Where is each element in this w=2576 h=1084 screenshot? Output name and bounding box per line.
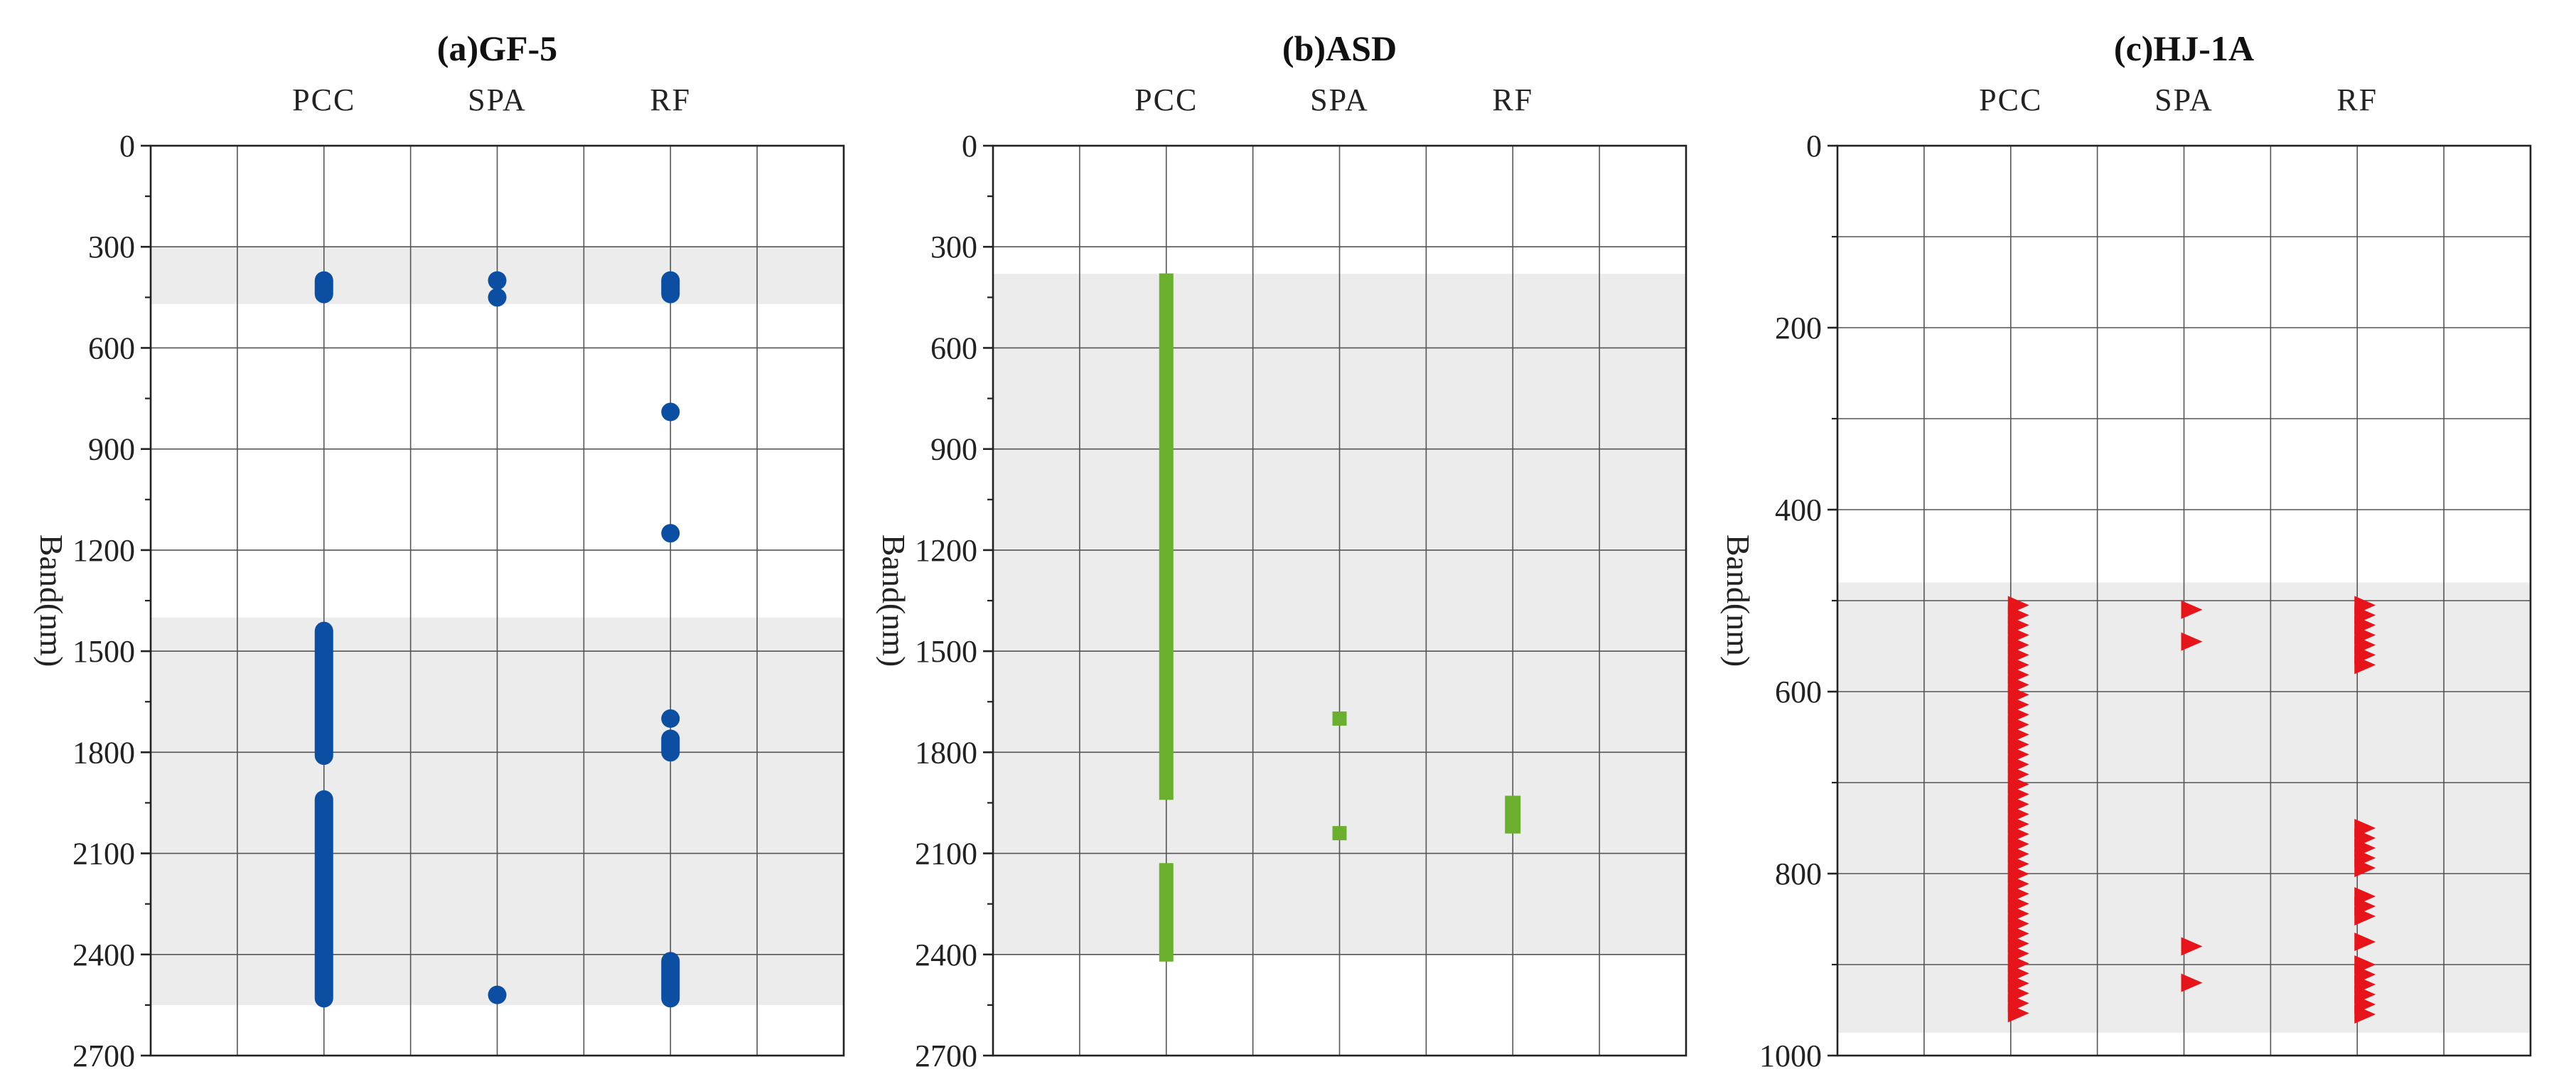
y-tick-label: 600 [930,331,977,365]
y-tick-label: 2400 [915,938,977,972]
column-label-rf: RF [2336,82,2378,117]
data-point [314,271,333,304]
data-point [1159,273,1174,800]
column-label-pcc: PCC [1134,82,1198,117]
data-point [488,271,507,290]
data-point [314,790,333,1008]
y-tick-label: 1500 [73,634,135,669]
column-label-pcc: PCC [292,82,355,117]
chart-title: (c)HJ-1A [2114,28,2254,68]
column-label-rf: RF [650,82,691,117]
y-axis-label: Band(nm) [33,535,70,667]
y-axis-label: Band(nm) [876,535,912,667]
y-tick-label: 200 [1775,311,1822,345]
data-point [2181,632,2203,651]
y-tick-label: 2400 [73,938,135,972]
y-tick-label: 900 [88,432,135,467]
y-tick-label: 900 [930,432,977,467]
data-point [2181,937,2203,956]
column-label-spa: SPA [1310,82,1369,117]
y-tick-label: 1200 [73,533,135,568]
data-point [488,985,507,1004]
data-point [2181,600,2203,619]
chart-title: (b)ASD [1282,28,1397,68]
data-point [2354,1005,2376,1024]
data-point [2007,1004,2029,1023]
y-tick-label: 1000 [1759,1039,1822,1073]
y-tick-label: 2100 [73,837,135,871]
y-tick-label: 800 [1775,857,1822,891]
data-point [2354,655,2376,675]
y-tick-label: 400 [1775,493,1822,527]
y-tick-label: 0 [119,129,135,163]
column-label-rf: RF [1492,82,1533,117]
y-tick-label: 1800 [73,735,135,770]
data-point [661,729,680,762]
y-tick-label: 1200 [915,533,977,568]
y-tick-label: 600 [1775,675,1822,709]
data-point [661,271,680,304]
chart-panel-3: 0 200 400 600 800 1000 Band(nm) (c)HJ-1A PCC SPA R… [1720,28,2532,1073]
data-point [661,709,680,728]
y-tick-label: 2700 [73,1039,135,1073]
column-label-pcc: PCC [1979,82,2042,117]
y-tick-label: 600 [88,331,135,365]
y-tick-label: 2100 [915,837,977,871]
y-tick-label: 300 [88,230,135,264]
data-point [2354,933,2376,951]
y-tick-label: 1500 [915,634,977,669]
data-point [661,952,680,1008]
y-tick-label: 300 [930,230,977,264]
chart-title: (a)GF-5 [437,28,557,68]
chart-panel-2: 0 300 600 900 1200 1500 1800 2100 2400 2700 Band(n… [876,28,1687,1073]
data-point [661,524,680,543]
y-axis-label: Band(nm) [1720,535,1756,667]
data-point [488,288,507,307]
data-point [1332,826,1347,841]
data-point [1505,795,1521,834]
data-point [661,402,680,422]
column-label-spa: SPA [2154,82,2213,117]
y-tick-label: 2700 [915,1039,977,1073]
y-tick-label: 1800 [915,735,977,770]
data-point [1159,863,1174,962]
column-label-spa: SPA [468,82,527,117]
data-point [2354,907,2376,925]
y-tick-label: 0 [1806,129,1822,163]
data-point [314,621,333,766]
data-point [2181,973,2203,992]
chart-panel-1: 0 300 600 900 1200 1500 1800 2100 2400 2700 Band(n… [33,28,845,1073]
data-point [1332,711,1347,726]
y-tick-label: 0 [962,129,977,163]
data-point [2354,859,2376,877]
